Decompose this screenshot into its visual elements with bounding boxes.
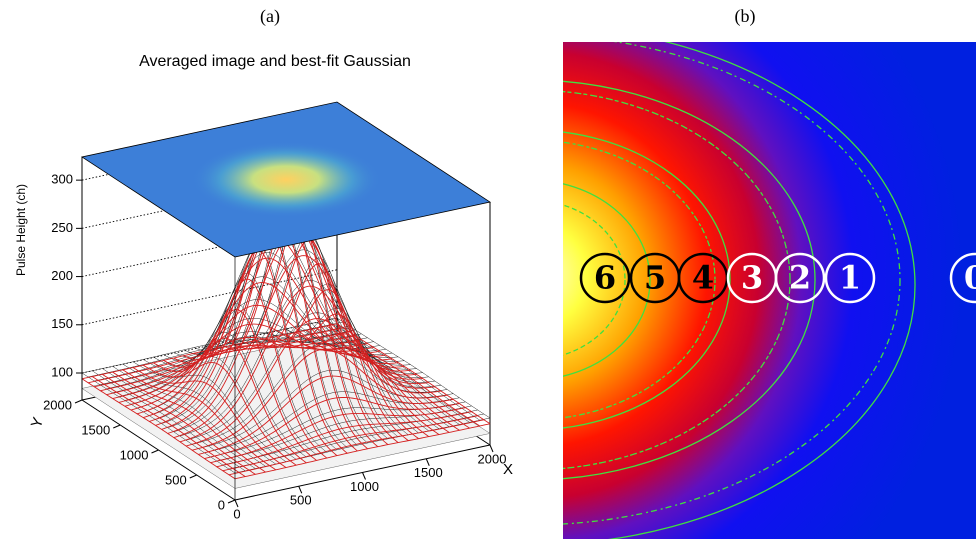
fit-mesh [336, 323, 491, 425]
tick-mark [298, 486, 303, 494]
marker-label: 4 [692, 259, 714, 297]
fit-mesh [102, 373, 256, 475]
fit-mesh [81, 323, 338, 380]
fit-mesh [112, 337, 368, 399]
fit-mesh [132, 367, 287, 468]
marker-label: 6 [594, 259, 616, 297]
fit-mesh [336, 317, 491, 419]
fit-mesh [88, 327, 344, 384]
x-tick-label: 0 [233, 506, 240, 521]
marker-label: 1 [839, 259, 861, 297]
marker-label: 0 [964, 259, 976, 297]
x-tick-label: 2000 [478, 451, 507, 466]
fit-mesh [316, 327, 470, 429]
tick-mark [234, 499, 239, 508]
fit-mesh [295, 332, 450, 433]
fit-mesh [234, 423, 491, 480]
x-tick-label: 1000 [350, 479, 379, 494]
fit-mesh [132, 361, 287, 462]
tick-mark [189, 474, 197, 479]
z-tick-label: 300 [51, 172, 73, 187]
y-tick-label: 2000 [43, 397, 72, 412]
fit-mesh [216, 411, 472, 468]
lego-plot: 100 150 200 250 300 0 500 1000 1500 2000 0 500 1000 1… [43, 101, 507, 521]
fit-mesh [306, 329, 460, 431]
marker-label: 3 [741, 259, 763, 297]
panel-label: (b) [735, 6, 756, 27]
fit-mesh [185, 318, 442, 447]
fit-mesh [112, 331, 368, 393]
fit-mesh [222, 415, 478, 472]
z-tick-label: 100 [51, 364, 73, 379]
fit-mesh [210, 407, 466, 464]
fit-mesh [326, 325, 481, 427]
contours [563, 42, 916, 539]
heat-image [563, 42, 976, 539]
y-tick-label: 0 [218, 497, 225, 512]
marker-circle [774, 252, 826, 304]
fit-mesh [179, 285, 435, 443]
fit-mesh [122, 369, 277, 471]
tick-mark [74, 399, 83, 404]
chart-title: Averaged image and best-fit Gaussian [139, 53, 411, 70]
fit-mesh [81, 378, 236, 480]
fit-mesh [91, 376, 246, 477]
y-tick-label: 500 [165, 472, 187, 487]
tick-mark [362, 472, 366, 480]
grid-line [81, 269, 338, 326]
fit-mesh [204, 397, 460, 459]
fit-mesh [185, 312, 442, 441]
fit-mesh [198, 375, 454, 455]
fit-mesh [143, 356, 297, 460]
x-tick-label: 1500 [414, 465, 443, 480]
fit-mesh [228, 419, 484, 476]
tick-mark [113, 424, 121, 429]
y-tick-label: 1000 [120, 447, 149, 462]
tick-mark [425, 458, 430, 466]
y-axis-label: Y [28, 415, 47, 430]
fit-mesh [142, 362, 297, 466]
marker-label: 2 [789, 259, 811, 297]
fit-mesh [106, 339, 362, 396]
marker-label: 5 [644, 259, 666, 297]
x-tick-label: 500 [290, 493, 312, 508]
tick-mark [151, 449, 159, 454]
tick-mark [227, 499, 236, 504]
x-axis-label: X [503, 461, 513, 478]
marker-circle [949, 252, 976, 304]
marker-circle [824, 252, 876, 304]
z-tick-label: 200 [51, 268, 73, 283]
projection-spot [191, 141, 381, 218]
fit-mesh [88, 321, 344, 378]
tick-mark [489, 444, 494, 453]
marker-circle [579, 252, 631, 304]
panel-label: (a) [260, 6, 280, 27]
y-tick-label: 1500 [81, 422, 110, 437]
fit-mesh [94, 331, 350, 388]
fit-mesh [112, 371, 266, 473]
z-tick-label: 150 [51, 316, 73, 331]
z-tick-label: 250 [51, 220, 73, 235]
z-axis-label: Pulse Height (ch) [14, 184, 28, 276]
